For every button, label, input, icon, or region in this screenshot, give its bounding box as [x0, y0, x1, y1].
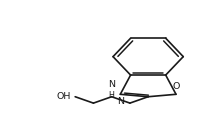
Text: O: O — [172, 83, 180, 92]
Text: H: H — [109, 91, 115, 100]
Text: N: N — [108, 80, 115, 89]
Text: N: N — [117, 97, 124, 106]
Text: OH: OH — [57, 92, 71, 101]
